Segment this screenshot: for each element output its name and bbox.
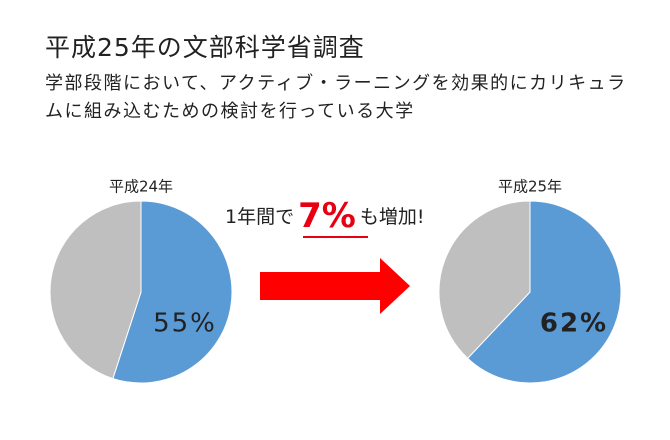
pie-slice	[112, 200, 233, 384]
value-label: 62%	[540, 309, 608, 339]
annotation: 1年間で 7% も増加!	[225, 196, 424, 236]
arrow	[260, 258, 410, 314]
pie-slice	[49, 200, 142, 380]
annotation-suffix: も増加!	[360, 206, 425, 228]
pie-title: 平成24年	[109, 178, 173, 196]
subtitle: 学部段階において、アクティブ・ラーニングを効果的にカリキュラムに組み込むための検…	[45, 73, 627, 122]
annotation-prefix: 1年間で	[225, 206, 294, 228]
pie-title: 平成25年	[498, 178, 562, 196]
pie-slice	[438, 200, 531, 360]
title: 平成25年の文部科学省調査	[45, 33, 365, 62]
pie-slice	[466, 200, 622, 384]
annotation-highlight: 7%	[298, 196, 356, 236]
value-label: 55%	[153, 309, 217, 339]
